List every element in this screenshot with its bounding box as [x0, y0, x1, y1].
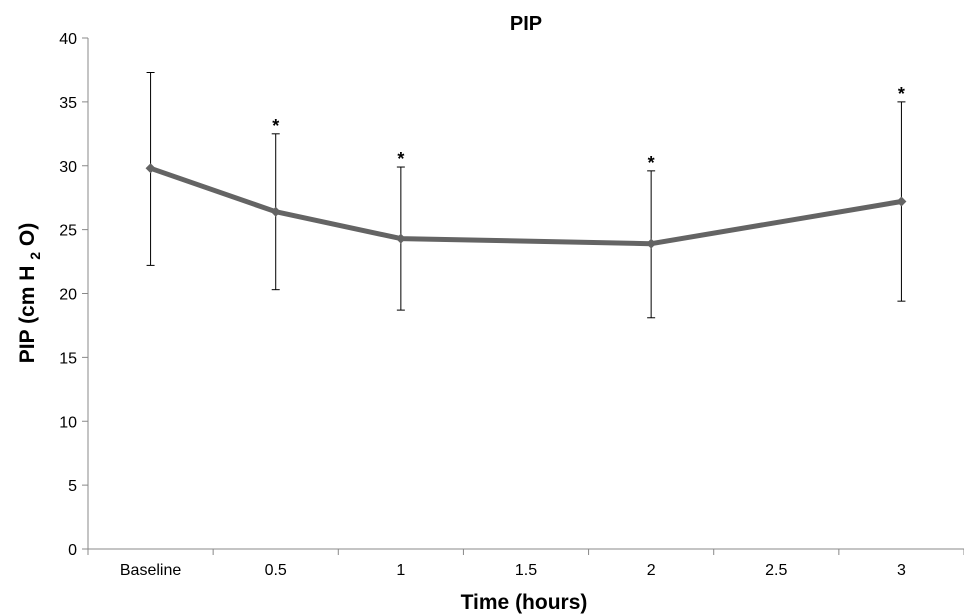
- y-tick-label: 25: [59, 223, 77, 240]
- x-tick-label: 3: [897, 562, 906, 579]
- y-tick-label: 10: [59, 414, 77, 431]
- data-point-marker: [145, 163, 156, 174]
- data-point-marker: [270, 206, 281, 217]
- y-tick-label: 40: [59, 31, 77, 48]
- y-tick-label: 5: [68, 478, 77, 495]
- x-tick-label: 2: [647, 562, 656, 579]
- data-point-marker: [646, 238, 657, 249]
- x-tick-label: 1.5: [515, 562, 537, 579]
- significance-asterisk: *: [272, 116, 279, 136]
- x-axis-ticks: Baseline 0.5 1 1.5 2 2.5 3: [87, 549, 964, 579]
- significance-markers: * * * *: [272, 84, 905, 173]
- y-tick-label: 15: [59, 350, 77, 367]
- y-axis-title-subscript: 2: [27, 252, 43, 260]
- data-point-marker: [395, 233, 406, 244]
- y-axis-title-main: PIP (cm H: [16, 266, 39, 364]
- y-axis-title-tail: O): [16, 223, 39, 246]
- y-tick-label: 30: [59, 159, 77, 176]
- data-point-marker: [896, 196, 907, 207]
- x-tick-label: 2.5: [765, 562, 787, 579]
- y-tick-label: 35: [59, 95, 77, 112]
- series-layer: [145, 163, 907, 249]
- y-tick-label: 0: [68, 542, 77, 559]
- series-line: [148, 165, 904, 247]
- y-axis-ticks: 0 5 10 15 20 25 30 35 40: [59, 31, 88, 559]
- x-tick-label: 0.5: [265, 562, 287, 579]
- significance-asterisk: *: [648, 153, 655, 173]
- significance-asterisk: *: [898, 84, 905, 104]
- significance-asterisk: *: [397, 149, 404, 169]
- y-tick-label: 20: [59, 287, 77, 304]
- error-bars: [146, 71, 906, 319]
- y-axis-title: PIP (cm H 2 O): [16, 223, 45, 363]
- x-tick-label: Baseline: [120, 562, 181, 579]
- x-axis-title: Time (hours): [461, 591, 588, 614]
- chart-title: PIP: [510, 13, 542, 35]
- x-tick-label: 1: [396, 562, 405, 579]
